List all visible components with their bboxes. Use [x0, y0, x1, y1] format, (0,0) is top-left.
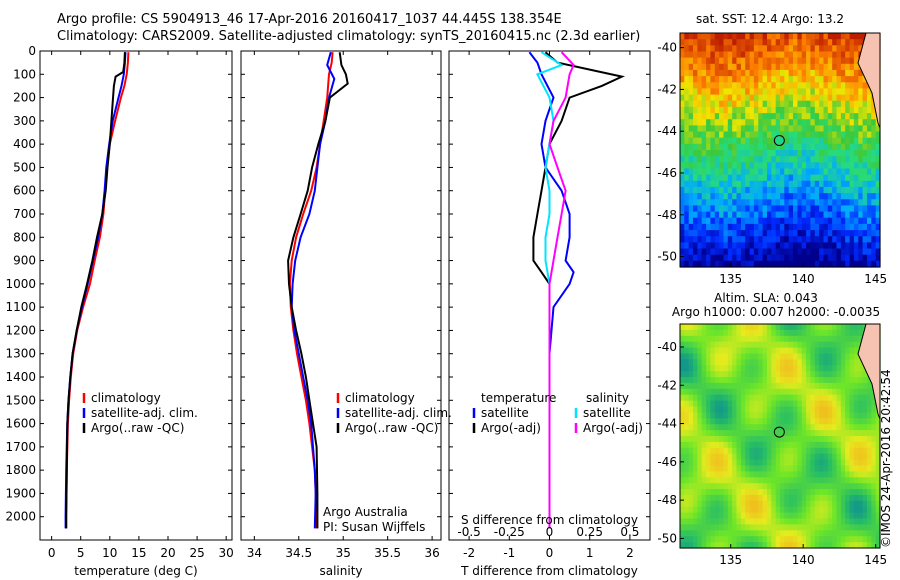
sst-lat-label: -42	[657, 82, 677, 96]
depth-tick-label: 2000	[5, 510, 36, 524]
temp-x-tick-label: 20	[160, 546, 175, 560]
sal-x-tick-label: 34.5	[285, 546, 312, 560]
sal-frame	[240, 50, 442, 541]
temp-x-tick-label: 25	[189, 546, 204, 560]
sal-legend-label: climatology	[345, 391, 415, 405]
depth-tick-label: 900	[13, 254, 36, 268]
diff-s-tick-label: 0.5	[620, 525, 639, 539]
temp-frame	[39, 50, 233, 541]
diff-sal-legend-label: satellite	[583, 406, 631, 420]
sla-map-subtitle: Argo h1000: 0.007 h2000: -0.0035	[672, 305, 880, 319]
depth-tick-label: 1300	[5, 347, 36, 361]
diff-s-tick-label: 0.25	[576, 525, 603, 539]
depth-tick-label: 100	[13, 67, 36, 81]
diff-s-tick-label: 0	[546, 525, 554, 539]
diff-s-axis-label: S difference from climatology	[461, 513, 638, 527]
diff-s-tick-label: -0.5	[457, 525, 480, 539]
temp-legend-label: climatology	[91, 391, 161, 405]
diff-x-tick-label: 0	[546, 546, 554, 560]
diff-sal-legend-label: Argo(-adj)	[583, 421, 643, 435]
depth-tick-label: 200	[13, 91, 36, 105]
temp-x-axis-label: temperature (deg C)	[74, 564, 197, 578]
sst-lat-label: -48	[657, 208, 677, 222]
diff-temp-legend-label: Argo(-adj)	[481, 421, 541, 435]
depth-tick-label: 500	[13, 160, 36, 174]
diff-legend-header-salinity: salinity	[586, 391, 629, 405]
sst-lat-label: -44	[657, 124, 677, 138]
sst-lon-label: 145	[864, 272, 887, 286]
temp-x-tick-label: 30	[219, 546, 234, 560]
figure-title-line2: Climatology: CARS2009. Satellite-adjuste…	[57, 29, 641, 44]
diff-legend-header-temperature: temperature	[481, 391, 556, 405]
sla-frame	[679, 323, 881, 549]
diff-series-line	[548, 51, 575, 529]
sla-lat-label: -44	[657, 417, 677, 431]
temp-series-line	[65, 52, 126, 529]
sst-map	[680, 33, 881, 268]
sst-lon-label: 140	[792, 272, 815, 286]
depth-tick-label: 1400	[5, 370, 36, 384]
depth-tick-label: 300	[13, 114, 36, 128]
depth-tick-label: 800	[13, 230, 36, 244]
temp-legend-label: satellite-adj. clim.	[91, 406, 198, 420]
depth-tick-label: 1900	[5, 486, 36, 500]
figure-title-line1: Argo profile: CS 5904913_46 17-Apr-2016 …	[57, 12, 562, 27]
depth-tick-label: 1600	[5, 417, 36, 431]
copyright-stamp: ©IMOS 24-Apr-2016 20:42:54	[879, 369, 893, 548]
sal-x-tick-label: 35.5	[374, 546, 401, 560]
depth-tick-label: 1800	[5, 463, 36, 477]
depth-tick-label: 1500	[5, 393, 36, 407]
sst-map-title: sat. SST: 12.4 Argo: 13.2	[696, 12, 844, 26]
sal-series-line	[288, 52, 334, 529]
diff-x-tick-label: -2	[463, 546, 475, 560]
sst-lat-label: -40	[657, 41, 677, 55]
sla-map-title: Altim. SLA: 0.043	[714, 291, 818, 305]
diff-x-axis-label: T difference from climatology	[460, 564, 638, 578]
sal-legend-label: Argo(..raw -QC)	[345, 421, 438, 435]
sst-lon-label: 135	[719, 272, 742, 286]
diff-s-tick-label: -0.25	[494, 525, 525, 539]
sla-lat-label: -48	[657, 493, 677, 507]
sst-frame	[679, 32, 881, 268]
temp-legend-label: Argo(..raw -QC)	[91, 421, 184, 435]
depth-tick-label: 1100	[5, 300, 36, 314]
sal-legend-label: satellite-adj. clim.	[345, 406, 452, 420]
depth-tick-label: 1200	[5, 323, 36, 337]
sal-series-line	[287, 52, 349, 529]
sla-float-marker	[773, 426, 785, 438]
sla-lat-label: -40	[657, 340, 677, 354]
depth-tick-label: 0	[28, 44, 36, 58]
diff-x-tick-label: 1	[586, 546, 594, 560]
temp-x-tick-label: 10	[102, 546, 117, 560]
sla-lat-label: -50	[657, 531, 677, 545]
sla-lon-label: 140	[792, 553, 815, 567]
temp-x-tick-label: 0	[48, 546, 56, 560]
depth-tick-label: 1700	[5, 440, 36, 454]
diff-x-tick-label: -1	[503, 546, 515, 560]
depth-tick-label: 1000	[5, 277, 36, 291]
temp-x-tick-label: 15	[131, 546, 146, 560]
sst-lat-label: -46	[657, 166, 677, 180]
sal-x-tick-label: 35	[336, 546, 351, 560]
diff-x-tick-label: 2	[626, 546, 634, 560]
sal-x-tick-label: 34	[247, 546, 262, 560]
diff-temp-legend-label: satellite	[481, 406, 529, 420]
sst-lat-label: -50	[657, 250, 677, 264]
sla-lon-label: 135	[719, 553, 742, 567]
temp-x-tick-label: 5	[77, 546, 85, 560]
depth-tick-label: 600	[13, 184, 36, 198]
sst-float-marker	[773, 134, 785, 146]
depth-tick-label: 700	[13, 207, 36, 221]
sla-lat-label: -42	[657, 378, 677, 392]
sla-lon-label: 145	[864, 553, 887, 567]
credit-org: Argo Australia	[323, 505, 408, 519]
sal-x-axis-label: salinity	[319, 564, 362, 578]
sla-map	[680, 324, 881, 549]
sla-lat-label: -46	[657, 455, 677, 469]
sal-x-tick-label: 36	[424, 546, 439, 560]
credit-pi: PI: Susan Wijffels	[323, 520, 426, 534]
depth-tick-label: 400	[13, 137, 36, 151]
